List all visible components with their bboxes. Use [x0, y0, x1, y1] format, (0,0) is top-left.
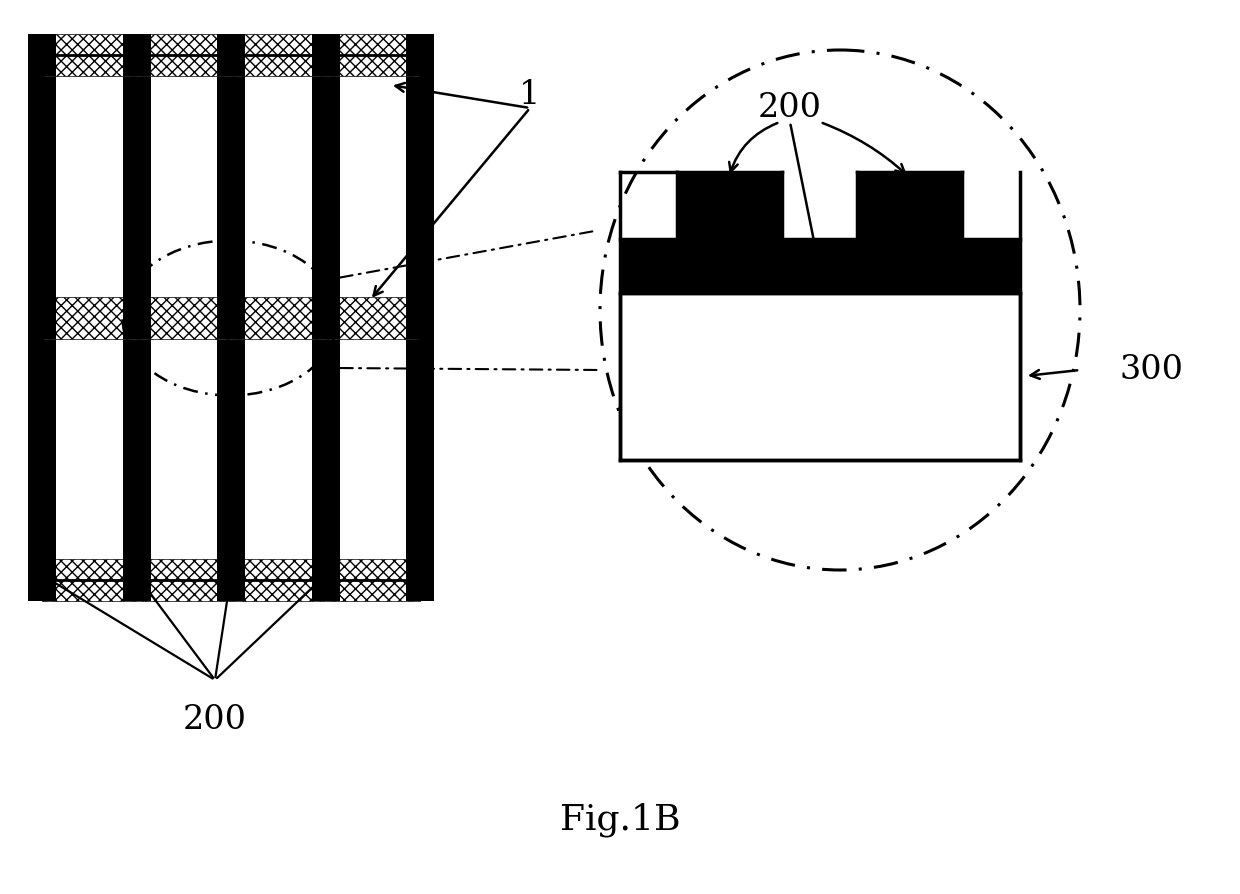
Bar [311, 55, 340, 580]
Text: 300: 300 [1120, 354, 1184, 386]
Bar [29, 55, 56, 580]
Bar [405, 559, 434, 601]
Bar [123, 34, 150, 76]
Bar [405, 34, 434, 76]
Bar [42, 559, 420, 601]
Text: Fig.1B: Fig.1B [559, 803, 681, 838]
Bar [123, 559, 150, 601]
Bar [42, 297, 420, 339]
Text: 200: 200 [758, 92, 822, 124]
Bar [857, 172, 962, 239]
Bar [42, 34, 420, 76]
Bar [123, 55, 150, 580]
Bar [42, 297, 420, 339]
Bar [217, 559, 246, 601]
Bar [405, 297, 434, 339]
Bar [29, 297, 56, 339]
Bar [29, 559, 56, 601]
Bar [677, 172, 782, 239]
Bar [217, 34, 246, 76]
Bar [123, 297, 150, 339]
Bar [311, 297, 340, 339]
Bar [311, 34, 340, 76]
Bar [42, 55, 420, 580]
Bar [217, 297, 246, 339]
Text: 200: 200 [184, 704, 247, 736]
Bar [217, 55, 246, 580]
Bar [42, 559, 420, 601]
Bar [311, 559, 340, 601]
Bar [620, 293, 1021, 460]
Bar [42, 55, 420, 580]
Bar [405, 55, 434, 580]
Text: 1: 1 [520, 79, 541, 111]
Bar [620, 239, 1021, 293]
Bar [29, 34, 56, 76]
Bar [42, 34, 420, 76]
